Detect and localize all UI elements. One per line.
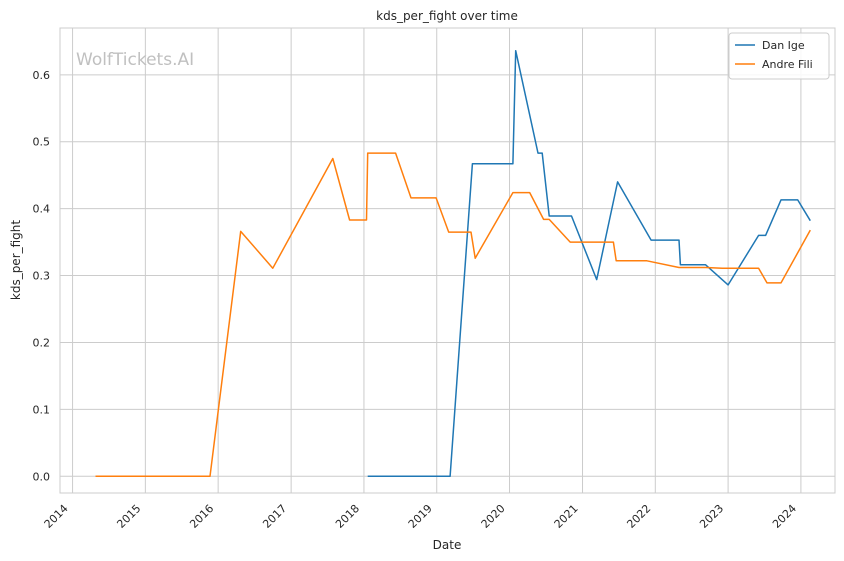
y-tick-label: 0.3: [33, 270, 51, 283]
legend-label: Dan Ige: [762, 39, 805, 52]
grid-lines: [60, 28, 835, 493]
y-tick-label: 0.5: [33, 136, 51, 149]
y-tick-label: 0.4: [33, 203, 51, 216]
x-axis-title: Date: [433, 538, 462, 552]
plot-area: [60, 28, 835, 493]
series-line-dan-ige: [367, 49, 811, 478]
plot-frame: [59, 27, 836, 494]
series-lines: [95, 49, 811, 478]
series-line-andre-fili: [95, 152, 811, 478]
watermark-text: WolfTickets.AI: [76, 50, 194, 70]
legend: Dan Ige Andre Fili: [728, 32, 830, 80]
chart-title: kds_per_fight over time: [376, 9, 518, 23]
legend-label: Andre Fili: [762, 58, 813, 71]
y-axis-title: kds_per_fight: [9, 220, 23, 301]
y-tick-label: 0.0: [33, 470, 51, 483]
y-tick-label: 0.1: [33, 403, 51, 416]
y-tick-label: 0.2: [33, 336, 51, 349]
y-tick-label: 0.6: [33, 69, 51, 82]
